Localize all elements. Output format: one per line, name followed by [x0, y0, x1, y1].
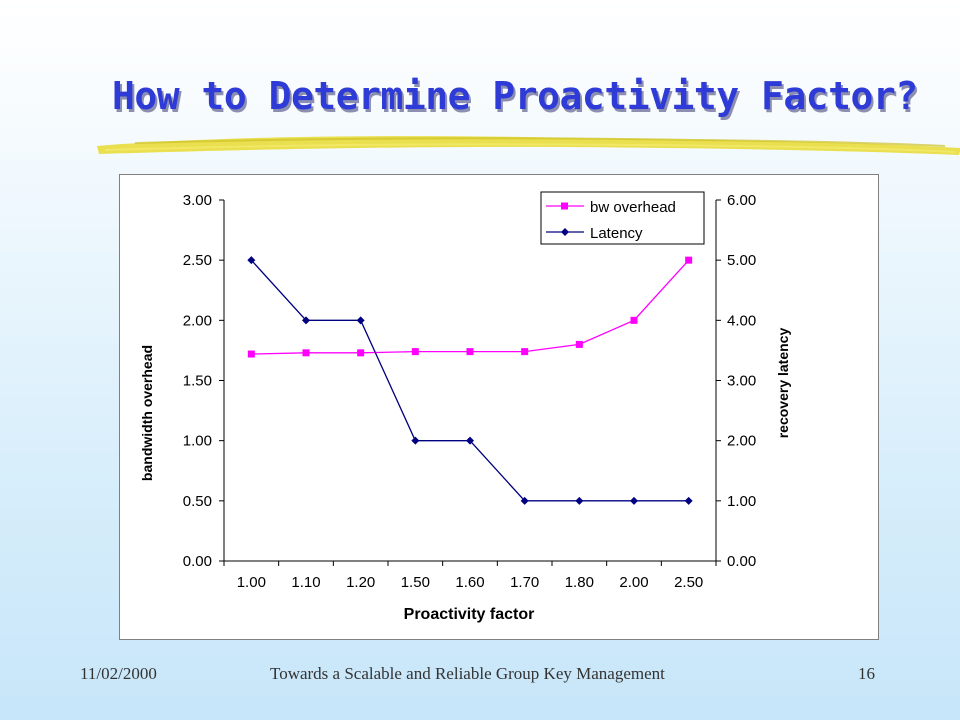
y-tick-label: 1.50	[183, 373, 212, 390]
y-axis-title: bandwidth overhead	[139, 345, 155, 481]
point-latency	[247, 256, 256, 265]
y2-tick-label: 4.00	[727, 312, 756, 329]
x-axis-title: Proactivity factor	[404, 606, 535, 623]
series-line-latency	[250, 259, 689, 502]
point-bw-overhead	[466, 348, 474, 356]
y-tick-label: 2.00	[183, 312, 212, 329]
point-bw-overhead	[575, 340, 583, 348]
line-chart: 0.00 0.50 1.00 1.50 2.00 2.50 3.00 0.00 1.00 2.00…	[139, 191, 791, 623]
point-bw-overhead	[302, 349, 310, 357]
y-tick-label: 0.00	[183, 553, 212, 570]
point-latency	[630, 496, 638, 505]
x-tick-label: 1.20	[346, 574, 375, 591]
x-tick-label: 1.50	[401, 574, 430, 591]
footer-page-number: 16	[858, 664, 875, 683]
x-tick-label: 1.70	[510, 574, 539, 591]
point-bw-overhead	[685, 256, 693, 264]
x-tick-label: 2.50	[674, 574, 703, 591]
footer-title: Towards a Scalable and Reliable Group Ke…	[270, 664, 665, 683]
point-bw-overhead	[357, 349, 365, 357]
y2-tick-label: 2.00	[727, 433, 756, 450]
point-bw-overhead	[247, 350, 255, 358]
point-latency	[302, 316, 310, 325]
point-bw-overhead	[630, 316, 638, 324]
x-tick-label: 1.00	[237, 574, 266, 591]
footer-date: 11/02/2000	[80, 664, 157, 683]
y2-tick-label: 5.00	[727, 252, 756, 269]
point-bw-overhead	[411, 348, 419, 356]
x-tick-label: 2.00	[619, 574, 648, 591]
title-underline-brushstroke	[97, 136, 960, 155]
point-latency	[575, 496, 584, 505]
point-latency	[356, 316, 365, 325]
point-latency	[684, 496, 693, 505]
legend-latency-label: Latency	[590, 225, 643, 242]
legend-bw-overhead-marker	[561, 202, 568, 210]
point-latency	[411, 436, 420, 445]
x-tick-label: 1.60	[455, 574, 484, 591]
legend-bw-overhead-label: bw overhead	[590, 199, 676, 216]
legend-latency-marker	[561, 228, 569, 236]
chart-area: 0.00 0.50 1.00 1.50 2.00 2.50 3.00 0.00 1.00 2.00…	[119, 174, 879, 640]
y-tick-label: 1.00	[183, 433, 212, 450]
y-tick-label: 3.00	[183, 192, 212, 209]
x-tick-label: 1.10	[291, 574, 320, 591]
y-tick-label: 2.50	[183, 252, 212, 269]
y-tick-label: 0.50	[183, 493, 212, 510]
x-tick-label: 1.80	[565, 574, 594, 591]
point-bw-overhead	[521, 348, 529, 356]
y2-axis-title: recovery latency	[775, 328, 791, 439]
y2-tick-label: 1.00	[727, 493, 756, 510]
point-latency	[520, 496, 529, 505]
legend-frame	[540, 191, 705, 245]
point-latency	[466, 436, 474, 445]
y2-tick-label: 3.00	[727, 373, 756, 390]
slide-title: How to Determine Proactivity Factor?	[112, 74, 918, 118]
y2-tick-label: 6.00	[727, 192, 756, 209]
legend: bw overhead Latency	[540, 191, 705, 245]
series-line-bw-overhead	[251, 259, 690, 355]
y2-tick-label: 0.00	[727, 553, 756, 570]
